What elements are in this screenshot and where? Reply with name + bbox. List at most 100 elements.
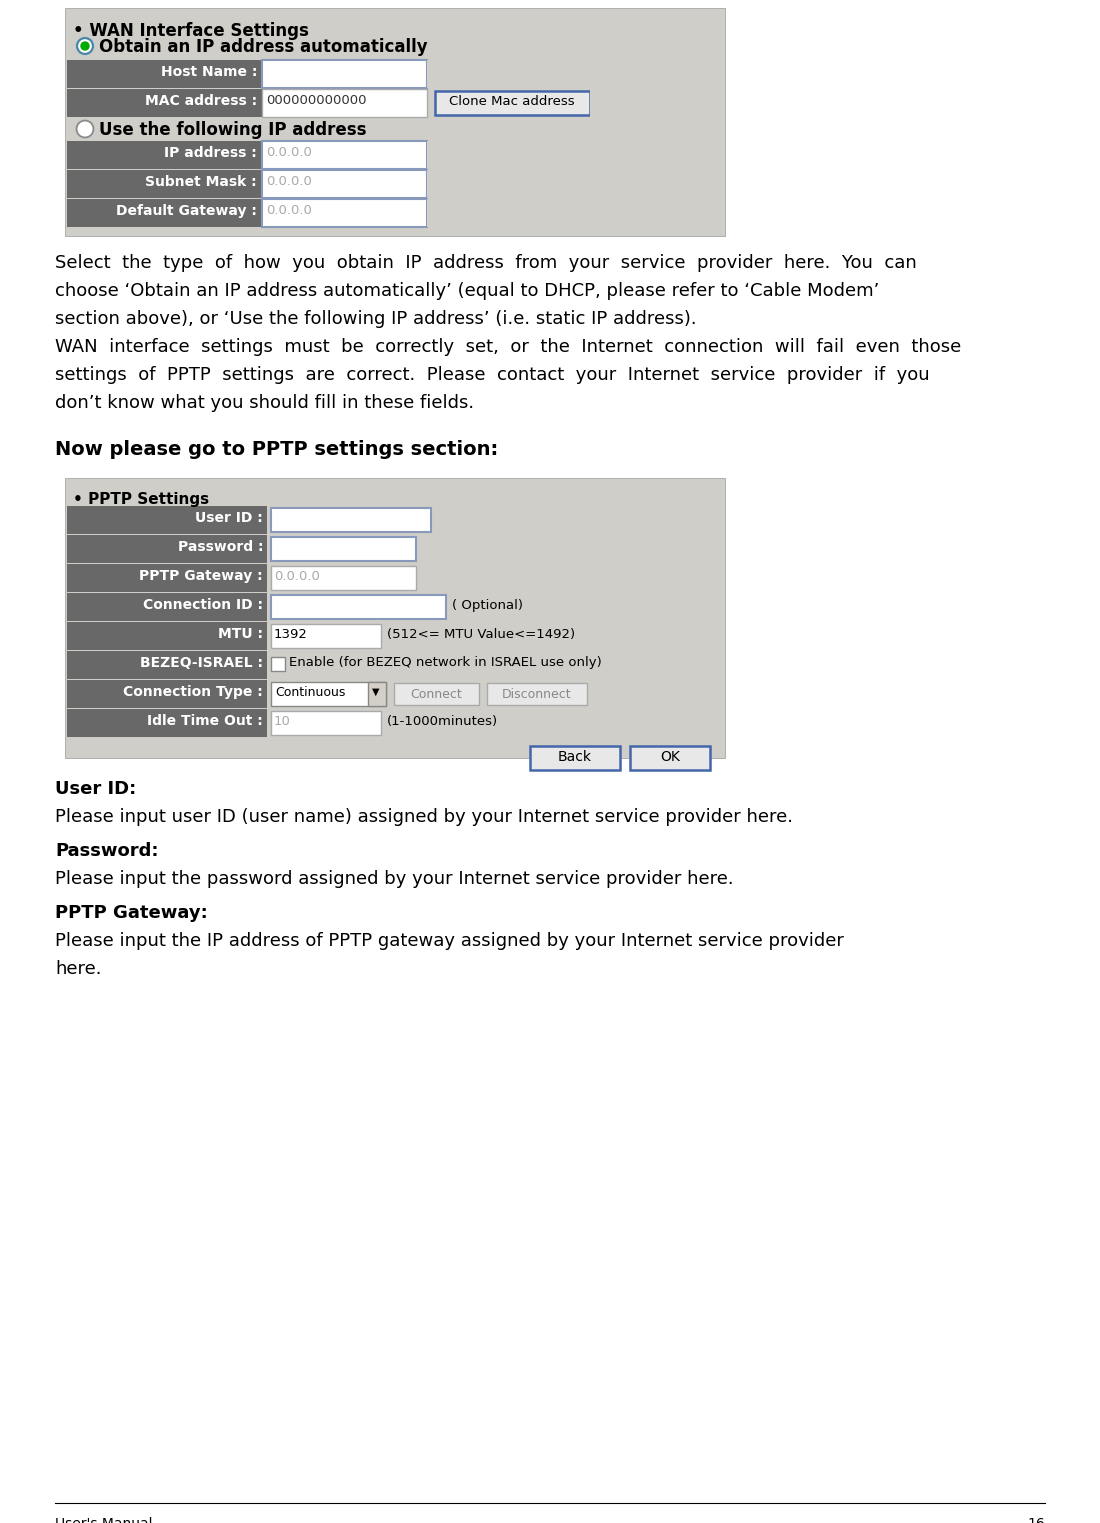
Text: Default Gateway :: Default Gateway : [117,204,257,218]
Bar [270,710,723,737]
Text: 000000000000: 000000000000 [266,94,366,107]
Text: Subnet Mask :: Subnet Mask : [145,175,257,189]
Bar [67,535,267,564]
Bar [65,478,725,758]
Bar [434,91,590,116]
Text: 0.0.0.0: 0.0.0.0 [266,204,312,216]
Bar [67,171,262,198]
Text: choose ‘Obtain an IP address automatically’ (equal to DHCP, please refer to ‘Cab: choose ‘Obtain an IP address automatical… [55,282,879,300]
Bar [271,509,431,532]
Bar [67,710,267,737]
Circle shape [81,43,89,50]
Text: MTU :: MTU : [218,627,263,641]
Text: OK: OK [660,749,680,765]
Text: (1-1000minutes): (1-1000minutes) [387,714,498,728]
Bar [530,746,620,771]
Text: Enable (for BEZEQ network in ISRAEL use only): Enable (for BEZEQ network in ISRAEL use … [289,656,602,669]
Bar [487,682,587,705]
Text: section above), or ‘Use the following IP address’ (i.e. static IP address).: section above), or ‘Use the following IP… [55,311,696,327]
Bar [262,171,427,198]
Bar [394,682,478,705]
Text: Now please go to PPTP settings section:: Now please go to PPTP settings section: [55,440,498,458]
Bar [630,746,710,771]
Text: settings  of  PPTP  settings  are  correct.  Please  contact  your  Internet  se: settings of PPTP settings are correct. P… [55,366,929,384]
Text: Host Name :: Host Name : [161,65,257,79]
Text: User's Manual: User's Manual [55,1517,153,1523]
Text: ▼: ▼ [372,687,379,698]
Text: • WAN Interface Settings: • WAN Interface Settings [73,21,309,40]
Circle shape [79,40,91,52]
Text: don’t know what you should fill in these fields.: don’t know what you should fill in these… [55,394,474,413]
Bar [271,682,386,707]
Text: 0.0.0.0: 0.0.0.0 [274,570,320,583]
Bar [427,142,723,169]
Text: Please input the IP address of PPTP gateway assigned by your Internet service pr: Please input the IP address of PPTP gate… [55,932,844,950]
Bar [270,535,723,564]
Bar [271,595,446,618]
Text: Password:: Password: [55,842,158,860]
Text: 0.0.0.0: 0.0.0.0 [266,146,312,158]
Bar [427,171,723,198]
Text: 10: 10 [274,714,290,728]
Bar [270,621,723,650]
Bar [270,650,723,679]
Text: Clone Mac address: Clone Mac address [449,94,575,108]
Bar [67,564,267,592]
Text: WAN  interface  settings  must  be  correctly  set,  or  the  Internet  connecti: WAN interface settings must be correctly… [55,338,961,356]
Bar [270,506,723,535]
Text: Use the following IP address: Use the following IP address [99,120,366,139]
Text: ( Optional): ( Optional) [452,599,522,612]
Bar [271,656,285,672]
Bar [270,564,723,592]
Bar [427,59,723,88]
Text: Continuous: Continuous [275,685,345,699]
Text: Obtain an IP address automatically: Obtain an IP address automatically [99,38,428,56]
Bar [262,59,427,88]
Text: Please input user ID (user name) assigned by your Internet service provider here: Please input user ID (user name) assigne… [55,809,793,825]
Bar [67,592,267,621]
Text: PPTP Gateway :: PPTP Gateway : [140,570,263,583]
Text: Back: Back [558,749,592,765]
Bar [65,8,725,236]
Text: PPTP Gateway:: PPTP Gateway: [55,905,208,921]
Text: (512<= MTU Value<=1492): (512<= MTU Value<=1492) [387,627,575,641]
Text: Select  the  type  of  how  you  obtain  IP  address  from  your  service  provi: Select the type of how you obtain IP add… [55,254,916,273]
Bar [67,679,267,708]
Text: Connection Type :: Connection Type : [123,685,263,699]
Text: Connect: Connect [410,688,462,701]
Text: 16: 16 [1027,1517,1045,1523]
Text: • PPTP Settings: • PPTP Settings [73,492,209,507]
Bar [67,59,262,88]
Bar [262,200,427,227]
Bar [67,650,267,679]
Text: Password :: Password : [177,541,263,554]
Circle shape [78,122,92,136]
Circle shape [76,37,94,55]
Text: User ID :: User ID : [196,512,263,525]
Bar [67,506,267,535]
Bar [67,621,267,650]
Bar [271,624,381,647]
Bar [271,567,416,589]
Bar [67,200,262,227]
Bar [271,538,416,560]
Bar [270,679,723,708]
Bar [271,711,381,736]
Bar [67,142,262,169]
Circle shape [76,120,94,139]
Text: BEZEQ-ISRAEL :: BEZEQ-ISRAEL : [140,656,263,670]
Text: 0.0.0.0: 0.0.0.0 [266,175,312,187]
Text: 1392: 1392 [274,627,308,641]
Text: IP address :: IP address : [164,146,257,160]
Text: Connection ID :: Connection ID : [143,599,263,612]
Bar [262,88,427,117]
Bar [590,88,723,117]
Bar [67,88,262,117]
Text: here.: here. [55,959,101,978]
Text: Idle Time Out :: Idle Time Out : [147,714,263,728]
Bar [262,142,427,169]
Bar [427,200,723,227]
Bar [270,592,723,621]
Bar [368,682,386,707]
Text: Disconnect: Disconnect [503,688,572,701]
